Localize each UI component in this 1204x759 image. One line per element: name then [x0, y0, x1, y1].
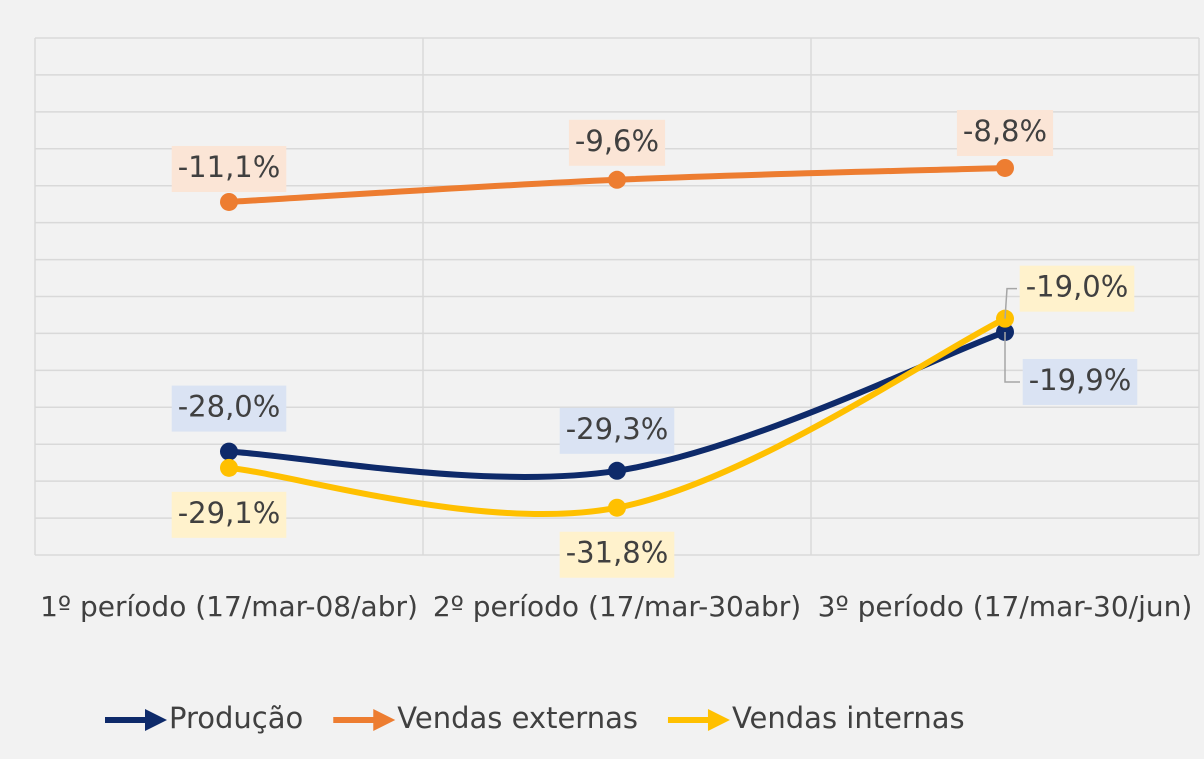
data-label-bg: [956, 109, 1054, 156]
marker: [608, 461, 626, 480]
marker: [220, 192, 238, 211]
data-label: -8,8%: [963, 114, 1047, 148]
marker: [608, 498, 626, 517]
data-label: -9,6%: [575, 124, 659, 158]
data-label-bg: [1022, 358, 1138, 405]
marker: [220, 442, 238, 461]
legend-label: Produção: [169, 701, 303, 735]
leader-line: [1004, 331, 1020, 383]
data-label-bg: [171, 145, 287, 192]
x-tick-label: 2º período (17/mar-30abr): [432, 590, 802, 623]
legend-marker: [707, 709, 730, 731]
leader-line: [1004, 287, 1017, 319]
marker: [220, 458, 238, 477]
legend-marker: [145, 709, 167, 731]
data-label: -28,0%: [178, 390, 281, 424]
legend-marker: [373, 709, 396, 731]
legend-label: Vendas internas: [732, 701, 965, 735]
data-label: -29,1%: [178, 496, 281, 530]
marker: [996, 158, 1014, 177]
x-tick-label: 3º período (17/mar-30/jun): [817, 590, 1193, 623]
marker: [608, 170, 626, 189]
data-label: -29,3%: [566, 412, 669, 446]
data-label: -19,9%: [1029, 363, 1132, 397]
series-line: [226, 328, 1008, 480]
x-tick-label: 1º período (17/mar-08/abr): [40, 590, 418, 623]
data-label: -31,8%: [566, 536, 669, 570]
data-label-bg: [171, 385, 287, 432]
data-label: -19,0%: [1026, 270, 1129, 304]
data-label-bg: [559, 407, 675, 454]
data-label: -11,1%: [178, 150, 281, 184]
data-label-bg: [559, 531, 675, 578]
data-label-bg: [171, 491, 287, 538]
data-label-bg: [1019, 265, 1135, 312]
data-label-bg: [568, 119, 666, 166]
legend-label: Vendas externas: [397, 701, 638, 735]
